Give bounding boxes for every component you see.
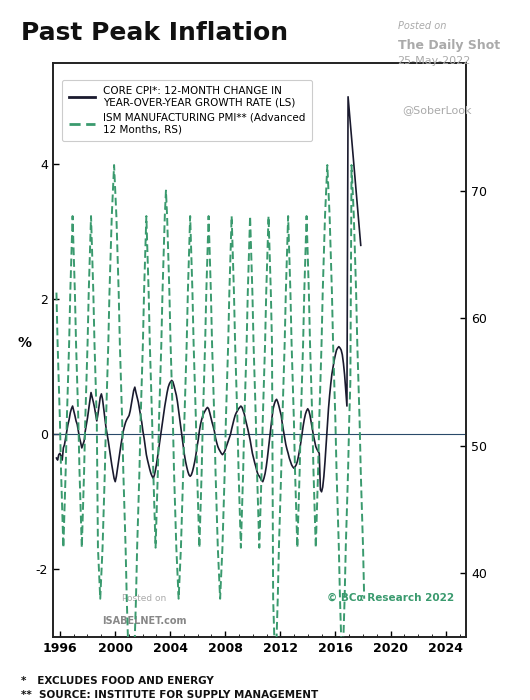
Text: *   EXCLUDES FOOD AND ENERGY: * EXCLUDES FOOD AND ENERGY [21, 676, 214, 685]
Text: Posted on: Posted on [398, 21, 446, 31]
Text: **  SOURCE: INSTITUTE FOR SUPPLY MANAGEMENT: ** SOURCE: INSTITUTE FOR SUPPLY MANAGEME… [21, 690, 319, 699]
Y-axis label: %: % [17, 336, 32, 350]
Text: 25-May-2022: 25-May-2022 [398, 56, 471, 66]
Text: Posted on: Posted on [122, 594, 166, 603]
Text: ISABELNET.com: ISABELNET.com [102, 615, 186, 626]
Text: Past Peak Inflation: Past Peak Inflation [21, 21, 288, 45]
Text: The Daily Shot: The Daily Shot [398, 38, 500, 52]
Legend: CORE CPI*: 12-MONTH CHANGE IN
YEAR-OVER-YEAR GROWTH RATE (LS), ISM MANUFACTURING: CORE CPI*: 12-MONTH CHANGE IN YEAR-OVER-… [63, 80, 312, 141]
Text: © BCα Research 2022: © BCα Research 2022 [327, 593, 454, 603]
Text: @SoberLook: @SoberLook [402, 105, 472, 115]
